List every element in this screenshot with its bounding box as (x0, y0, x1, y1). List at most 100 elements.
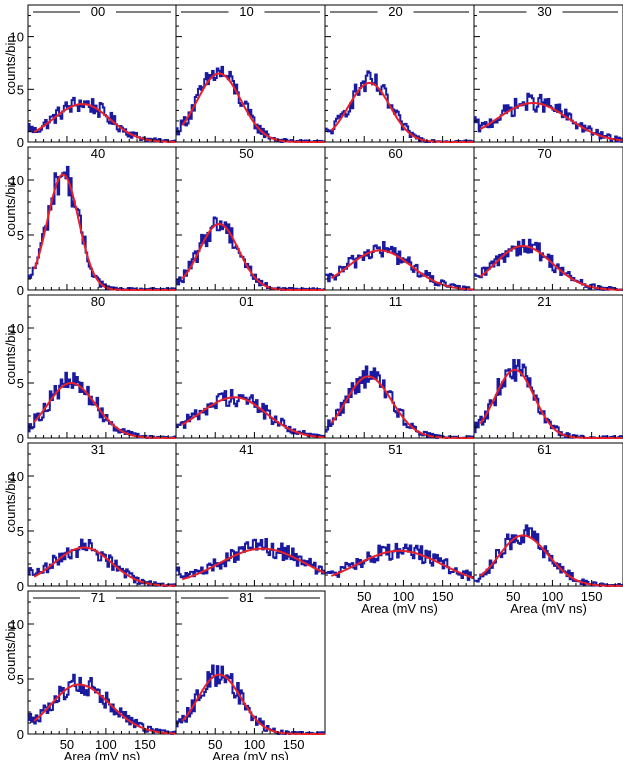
y-tick-label: 10 (10, 617, 24, 632)
histogram-41 (176, 537, 325, 580)
fit-curve-80 (33, 382, 176, 439)
fit-curve-60 (330, 249, 474, 291)
panel-label: 30 (537, 4, 551, 19)
panel-10: 10 (175, 4, 326, 143)
panel-label: 20 (388, 4, 402, 19)
panel-70: 70 (473, 146, 623, 291)
fit-curve-00 (33, 103, 176, 143)
panel-50: 50 (175, 146, 326, 291)
panel-frame (27, 146, 177, 291)
panel-label: 40 (91, 146, 105, 161)
histogram-81 (176, 664, 325, 735)
y-axis-title: counts/bin (3, 621, 18, 680)
x-tick-label: 50 (506, 589, 520, 604)
panel-frame (27, 590, 177, 735)
panel-label: 61 (537, 442, 551, 457)
panel-label: 81 (239, 590, 253, 605)
fit-curve-10 (181, 72, 325, 143)
panel-label: 41 (239, 442, 253, 457)
fit-curve-21 (479, 368, 623, 439)
fit-curve-41 (182, 547, 325, 581)
y-tick-label: 5 (17, 524, 24, 539)
y-axis-title: counts/bin (3, 177, 18, 236)
y-tick-label: 0 (17, 727, 24, 742)
fit-curve-11 (330, 375, 474, 439)
histogram-80 (28, 371, 176, 439)
x-axis-title: Area (mV ns) (64, 749, 141, 760)
y-axis-title: counts/bin (3, 325, 18, 384)
x-axis-title: Area (mV ns) (361, 601, 438, 616)
x-tick-label: 100 (542, 589, 564, 604)
x-tick-label: 50 (208, 737, 222, 752)
fit-curve-40 (33, 173, 176, 291)
panel-41: 41 (175, 442, 326, 587)
x-tick-label: 150 (134, 737, 156, 752)
panel-label: 51 (388, 442, 402, 457)
panel-frame (175, 590, 326, 735)
fit-curve-61 (479, 534, 623, 587)
panel-21: 21 (473, 294, 623, 439)
histogram-11 (325, 365, 474, 439)
panel-frame (175, 4, 326, 143)
y-tick-label: 0 (17, 579, 24, 594)
panel-frame (473, 146, 623, 291)
y-tick-label: 0 (17, 283, 24, 298)
x-tick-label: 150 (581, 589, 603, 604)
x-tick-label: 100 (95, 737, 117, 752)
y-tick-label: 10 (10, 173, 24, 188)
histogram-40 (28, 165, 176, 291)
panel-01: 01 (175, 294, 326, 439)
histogram-51 (325, 542, 474, 581)
y-tick-label: 10 (10, 321, 24, 336)
panel-label: 71 (91, 590, 105, 605)
fit-curve-30 (479, 102, 623, 142)
histogram-70 (474, 238, 623, 291)
histogram-30 (474, 92, 623, 143)
fit-curve-31 (33, 546, 176, 587)
panel-label: 50 (239, 146, 253, 161)
y-axis-title: counts/bin (3, 35, 18, 94)
fit-curve-20 (330, 82, 474, 143)
fit-curve-81 (181, 673, 325, 735)
y-tick-label: 10 (10, 30, 24, 45)
panel-label: 80 (91, 294, 105, 309)
y-tick-label: 0 (17, 135, 24, 150)
panel-label: 11 (389, 294, 403, 309)
y-tick-label: 0 (17, 431, 24, 446)
histogram-21 (474, 358, 623, 439)
panel-label: 01 (239, 294, 253, 309)
histogram-31 (28, 538, 176, 587)
y-tick-label: 5 (17, 672, 24, 687)
panel-30: 30 (473, 4, 623, 143)
x-tick-label: 50 (357, 589, 371, 604)
fit-curve-50 (181, 222, 325, 291)
fit-curve-51 (330, 549, 474, 579)
x-tick-label: 100 (244, 737, 266, 752)
fit-curve-01 (181, 396, 325, 439)
x-tick-label: 50 (60, 737, 74, 752)
panel-frame (473, 4, 623, 143)
panel-11: 11 (324, 294, 475, 439)
x-tick-label: 150 (283, 737, 305, 752)
histogram-00 (28, 96, 176, 143)
panel-label: 31 (91, 442, 105, 457)
y-tick-label: 5 (17, 376, 24, 391)
fit-curve-70 (479, 245, 623, 291)
panel-label: 21 (537, 294, 551, 309)
x-axis-title: Area (mV ns) (212, 749, 289, 760)
y-tick-label: 5 (17, 228, 24, 243)
panel-60: 60 (324, 146, 475, 291)
panel-label: 10 (239, 4, 253, 19)
panel-20: 20 (324, 4, 475, 143)
panel-label: 60 (388, 146, 402, 161)
panel-label: 70 (537, 146, 551, 161)
